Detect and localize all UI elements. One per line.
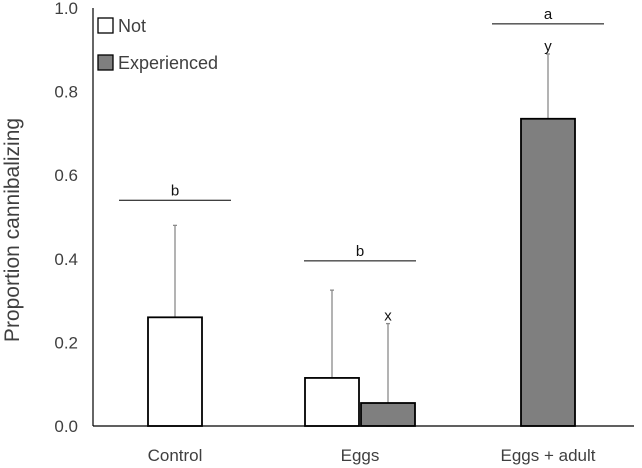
y-tick-label: 0.4 bbox=[54, 250, 78, 269]
error-bars bbox=[173, 53, 550, 427]
group-significance-letter: b bbox=[171, 182, 179, 199]
x-category-label: Control bbox=[148, 446, 203, 465]
y-axis-title: Proportion cannibalizing bbox=[1, 118, 24, 342]
y-tick-label: 0.6 bbox=[54, 166, 78, 185]
bar-experienced-eggs bbox=[360, 402, 416, 427]
legend-swatch-experienced bbox=[97, 54, 114, 71]
y-axis-ticks: 0.0 0.2 0.4 0.6 0.8 1.0 bbox=[54, 0, 78, 436]
x-axis-category-labels: Control Eggs Eggs + adult bbox=[148, 446, 596, 465]
y-tick-label: 0.8 bbox=[54, 83, 78, 102]
bar-significance-letter: x bbox=[384, 308, 392, 325]
bar-letters: xy bbox=[384, 38, 552, 325]
y-tick-label: 0.0 bbox=[54, 417, 78, 436]
x-category-label: Eggs + adult bbox=[501, 446, 596, 465]
group-significance-letter: a bbox=[544, 6, 553, 23]
significance-groups: b b a bbox=[119, 6, 604, 262]
legend: Not Experienced bbox=[97, 16, 218, 73]
bar-significance-letter: y bbox=[544, 38, 552, 55]
bar-not-eggs bbox=[304, 377, 360, 427]
legend-label-experienced: Experienced bbox=[118, 53, 218, 73]
legend-swatch-not bbox=[97, 17, 114, 34]
x-category-label: Eggs bbox=[341, 446, 380, 465]
legend-label-not: Not bbox=[118, 16, 146, 36]
group-significance-letter: b bbox=[356, 243, 364, 260]
bar-experienced-eggs-adult bbox=[520, 117, 576, 427]
bar-not-control bbox=[147, 316, 203, 427]
y-tick-label: 0.2 bbox=[54, 333, 78, 352]
y-tick-label: 1.0 bbox=[54, 0, 78, 18]
bars bbox=[147, 117, 576, 427]
